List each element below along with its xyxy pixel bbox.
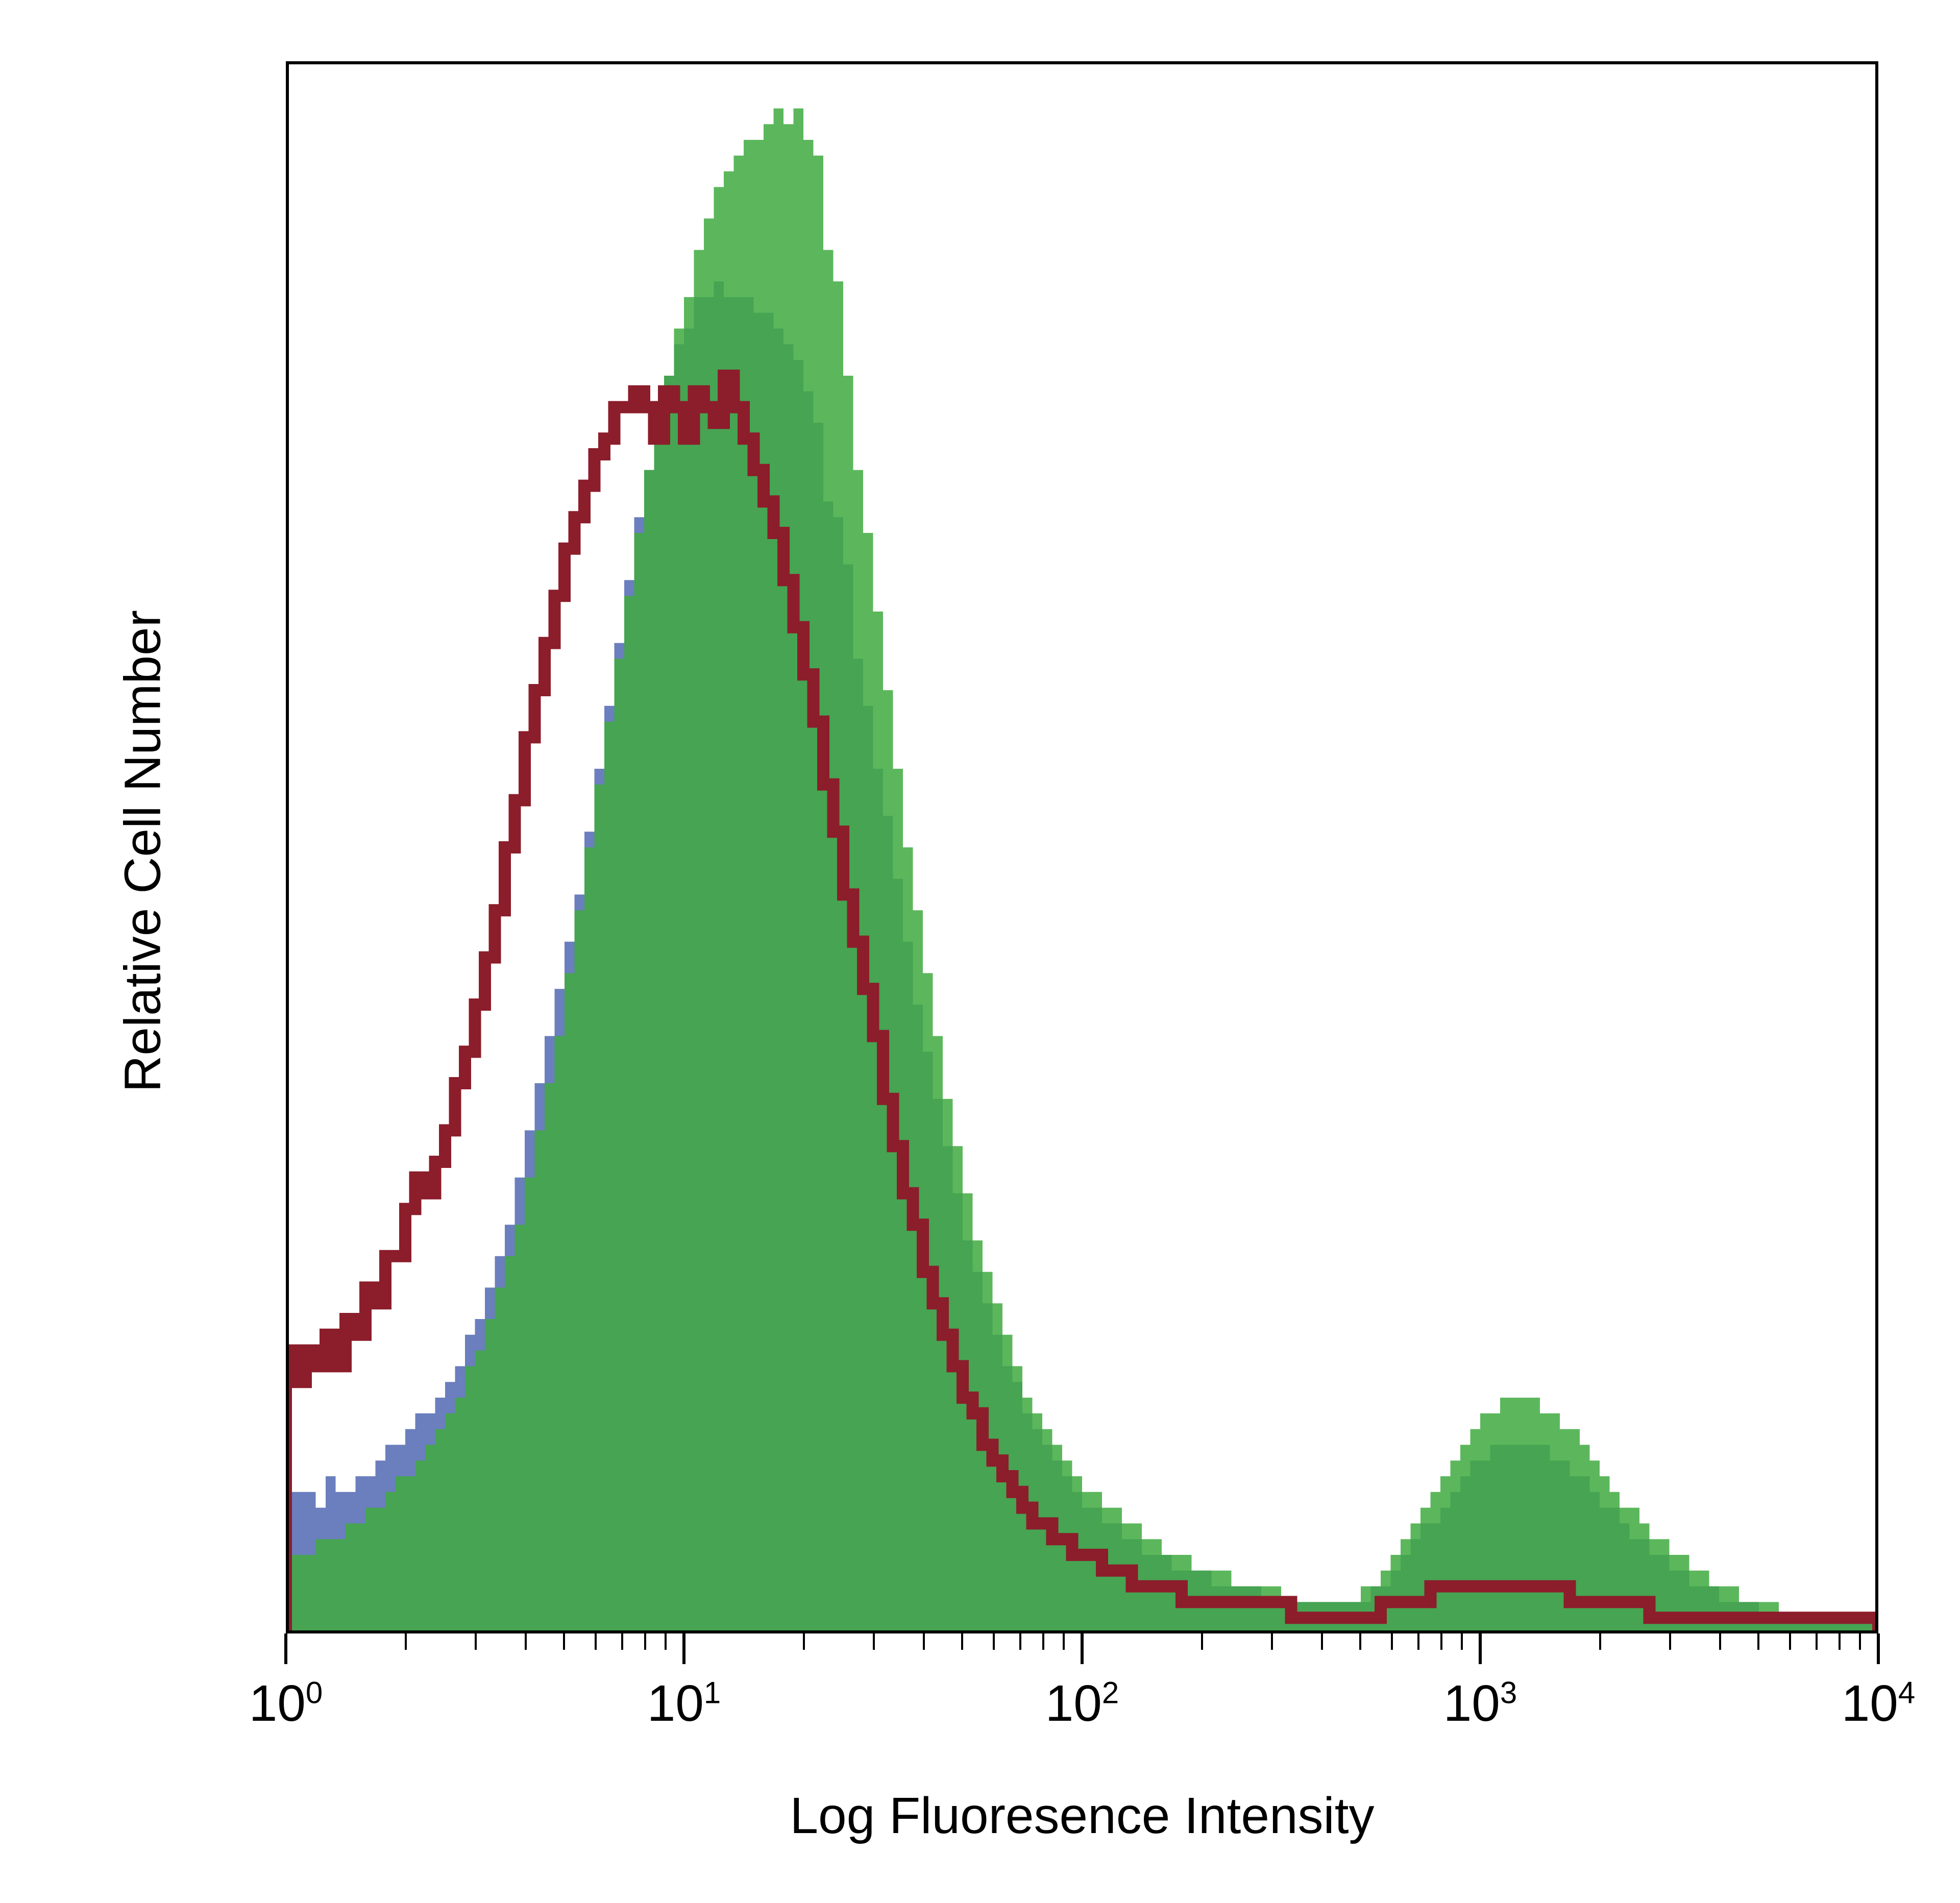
x-tick-minor: [1461, 1633, 1463, 1650]
x-tick-minor: [993, 1633, 995, 1650]
x-tick-label: 103: [1404, 1674, 1557, 1733]
x-tick-minor: [644, 1633, 646, 1650]
x-tick-minor: [475, 1633, 477, 1650]
x-tick-minor: [1391, 1633, 1393, 1650]
x-tick-minor: [1839, 1633, 1841, 1650]
plot-area: [286, 61, 1878, 1633]
x-tick-minor: [961, 1633, 963, 1650]
x-tick-minor: [563, 1633, 565, 1650]
x-tick-minor: [873, 1633, 875, 1650]
series-green-filled: [286, 108, 1878, 1633]
x-tick-minor: [1719, 1633, 1721, 1650]
x-tick-minor: [1417, 1633, 1419, 1650]
x-tick-minor: [1271, 1633, 1273, 1650]
x-tick-major: [682, 1633, 685, 1664]
histogram-svg: [286, 61, 1878, 1633]
x-tick-minor: [1063, 1633, 1065, 1650]
x-tick-minor: [1599, 1633, 1601, 1650]
chart-container: Relative Cell Number Log Fluoresence Int…: [0, 0, 1960, 1903]
x-tick-minor: [923, 1633, 925, 1650]
x-tick-minor: [1859, 1633, 1861, 1650]
x-tick-minor: [803, 1633, 805, 1650]
x-tick-major: [284, 1633, 287, 1664]
x-tick-minor: [1440, 1633, 1442, 1650]
x-tick-minor: [595, 1633, 597, 1650]
x-tick-minor: [1816, 1633, 1818, 1650]
y-axis-label: Relative Cell Number: [114, 239, 173, 1464]
x-tick-label: 102: [1006, 1674, 1159, 1733]
x-tick-major: [1479, 1633, 1482, 1664]
x-tick-minor: [1359, 1633, 1361, 1650]
x-tick-major: [1877, 1633, 1880, 1664]
x-tick-minor: [621, 1633, 623, 1650]
x-tick-minor: [1201, 1633, 1203, 1650]
x-tick-minor: [1019, 1633, 1021, 1650]
x-tick-label: 101: [607, 1674, 761, 1733]
x-axis-label: Log Fluoresence Intensity: [286, 1787, 1878, 1845]
x-tick-minor: [1789, 1633, 1791, 1650]
x-tick-minor: [405, 1633, 407, 1650]
x-tick-major: [1081, 1633, 1084, 1664]
x-tick-minor: [1042, 1633, 1044, 1650]
x-tick-minor: [1757, 1633, 1759, 1650]
x-tick-minor: [1669, 1633, 1671, 1650]
x-tick-label: 100: [209, 1674, 362, 1733]
x-tick-minor: [665, 1633, 667, 1650]
x-tick-minor: [1321, 1633, 1323, 1650]
x-tick-minor: [525, 1633, 527, 1650]
x-tick-label: 104: [1802, 1674, 1955, 1733]
